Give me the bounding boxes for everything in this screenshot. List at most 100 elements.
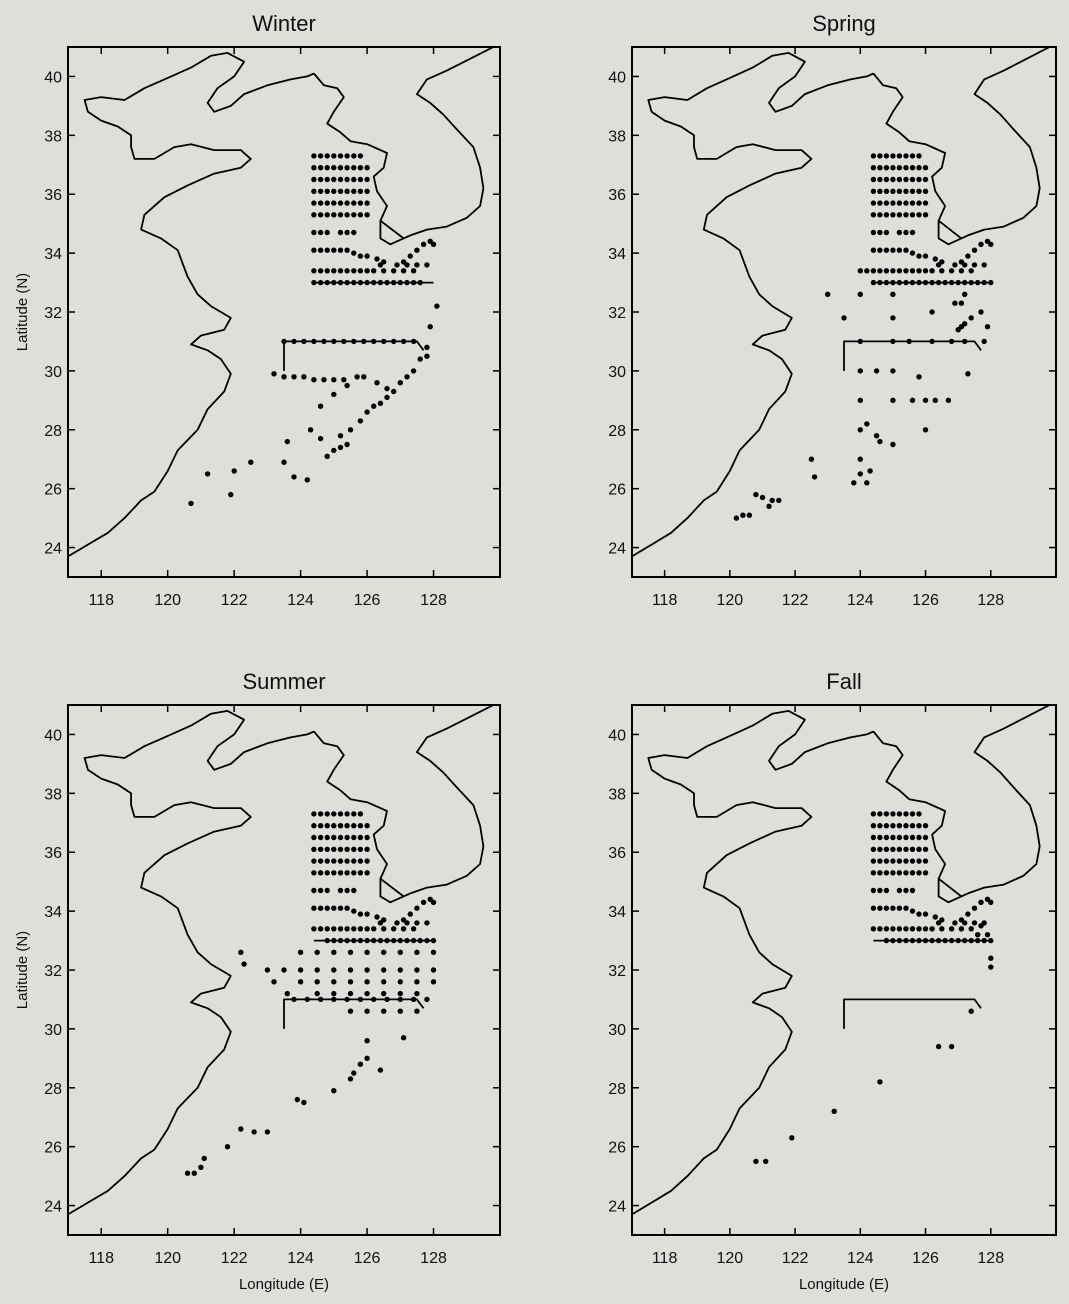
station-point bbox=[354, 374, 359, 379]
station-point bbox=[424, 262, 429, 267]
station-point bbox=[318, 177, 323, 182]
station-point bbox=[916, 870, 921, 875]
y-tick-label: 24 bbox=[608, 1199, 626, 1216]
station-point bbox=[325, 268, 330, 273]
station-point bbox=[910, 153, 915, 158]
y-tick-label: 38 bbox=[44, 128, 62, 145]
station-point bbox=[910, 398, 915, 403]
station-point bbox=[431, 900, 436, 905]
station-point bbox=[982, 262, 987, 267]
station-point bbox=[841, 315, 846, 320]
station-point bbox=[897, 870, 902, 875]
station-point bbox=[358, 280, 363, 285]
station-point bbox=[884, 212, 889, 217]
station-point bbox=[331, 280, 336, 285]
station-point bbox=[331, 392, 336, 397]
station-point bbox=[358, 418, 363, 423]
station-point bbox=[358, 858, 363, 863]
station-point bbox=[348, 967, 353, 972]
station-point bbox=[916, 938, 921, 943]
station-point bbox=[897, 268, 902, 273]
station-point bbox=[975, 280, 980, 285]
station-point bbox=[371, 938, 376, 943]
station-point bbox=[358, 253, 363, 258]
station-point bbox=[311, 280, 316, 285]
station-point bbox=[988, 956, 993, 961]
station-point bbox=[890, 926, 895, 931]
coastline-segment bbox=[68, 53, 314, 557]
station-point bbox=[874, 433, 879, 438]
station-point bbox=[298, 950, 303, 955]
station-point bbox=[916, 858, 921, 863]
x-tick-label: 124 bbox=[287, 592, 314, 609]
station-point bbox=[378, 1067, 383, 1072]
station-point bbox=[903, 248, 908, 253]
station-point bbox=[877, 230, 882, 235]
station-point bbox=[969, 926, 974, 931]
station-point bbox=[903, 906, 908, 911]
station-point bbox=[890, 368, 895, 373]
station-point bbox=[364, 1009, 369, 1014]
station-point bbox=[910, 268, 915, 273]
station-point bbox=[338, 153, 343, 158]
station-point bbox=[305, 477, 310, 482]
station-point bbox=[871, 858, 876, 863]
station-point bbox=[431, 938, 436, 943]
station-point bbox=[982, 339, 987, 344]
station-point bbox=[364, 991, 369, 996]
station-point bbox=[318, 926, 323, 931]
station-point bbox=[916, 811, 921, 816]
station-point bbox=[949, 926, 954, 931]
station-point bbox=[358, 847, 363, 852]
station-point bbox=[331, 858, 336, 863]
station-point bbox=[871, 268, 876, 273]
station-point bbox=[311, 200, 316, 205]
station-point bbox=[325, 906, 330, 911]
station-point bbox=[331, 177, 336, 182]
y-tick-label: 26 bbox=[608, 1140, 626, 1157]
station-point bbox=[884, 189, 889, 194]
station-point bbox=[923, 835, 928, 840]
station-point bbox=[916, 153, 921, 158]
station-point bbox=[348, 991, 353, 996]
station-point bbox=[809, 457, 814, 462]
station-point bbox=[910, 870, 915, 875]
station-point bbox=[295, 1097, 300, 1102]
x-tick-label: 124 bbox=[847, 1250, 874, 1267]
station-point bbox=[923, 177, 928, 182]
station-point bbox=[338, 230, 343, 235]
station-point bbox=[812, 474, 817, 479]
panel-title: Fall bbox=[826, 669, 861, 694]
station-point bbox=[962, 339, 967, 344]
station-point bbox=[858, 368, 863, 373]
station-point bbox=[364, 253, 369, 258]
x-tick-label: 122 bbox=[782, 1250, 809, 1267]
station-point bbox=[344, 230, 349, 235]
station-point bbox=[351, 200, 356, 205]
station-point bbox=[364, 823, 369, 828]
station-point bbox=[371, 268, 376, 273]
station-point bbox=[291, 339, 296, 344]
station-point bbox=[281, 339, 286, 344]
y-tick-label: 30 bbox=[608, 1022, 626, 1039]
station-point bbox=[877, 835, 882, 840]
coastline-segment bbox=[284, 999, 424, 1029]
station-point bbox=[318, 212, 323, 217]
station-point bbox=[965, 253, 970, 258]
station-point bbox=[890, 823, 895, 828]
station-point bbox=[408, 253, 413, 258]
y-tick-label: 34 bbox=[608, 246, 626, 263]
station-point bbox=[760, 495, 765, 500]
station-point bbox=[910, 189, 915, 194]
station-point bbox=[318, 823, 323, 828]
station-point bbox=[281, 967, 286, 972]
station-point bbox=[740, 513, 745, 518]
station-point bbox=[871, 811, 876, 816]
station-point bbox=[414, 906, 419, 911]
station-point bbox=[897, 823, 902, 828]
station-point bbox=[988, 900, 993, 905]
station-point bbox=[916, 212, 921, 217]
station-point bbox=[351, 230, 356, 235]
station-point bbox=[414, 262, 419, 267]
station-point bbox=[916, 374, 921, 379]
